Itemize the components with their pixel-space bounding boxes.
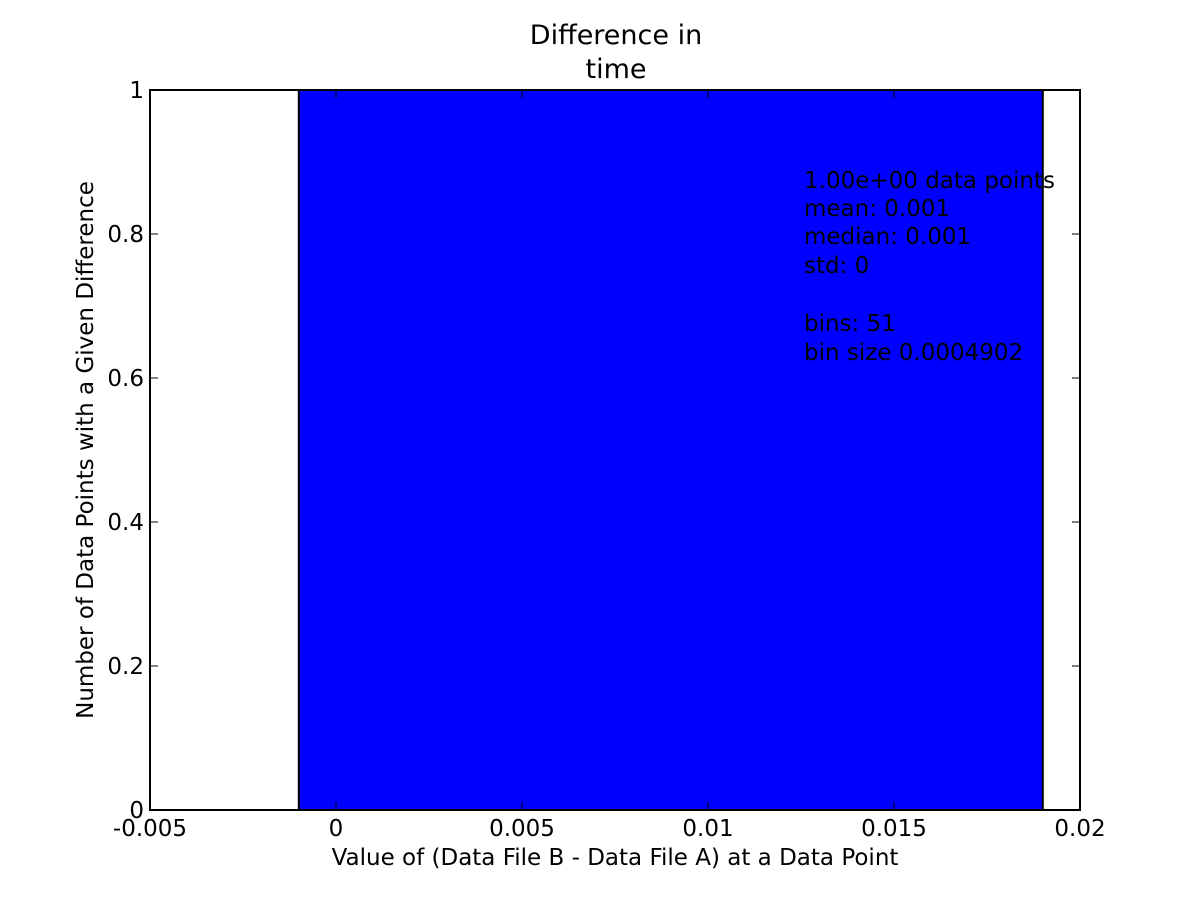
histogram-bars <box>297 89 1044 811</box>
x-tick-label-5: 0.02 <box>1054 816 1105 842</box>
chart-title-line-2: time <box>585 54 646 85</box>
y-tick-label-3: 0.6 <box>107 366 144 392</box>
histogram-bar-0 <box>297 89 1044 811</box>
y-tick-label-1: 0.2 <box>107 654 144 680</box>
x-tick-label-1: 0 <box>329 816 344 842</box>
annotation-line-median: median: 0.001 <box>804 224 971 250</box>
plot-area-frame <box>149 89 1081 811</box>
annotation-line-bin-size: bin size 0.0004902 <box>804 340 1023 366</box>
chart-title-line-1: Difference in <box>530 20 702 51</box>
x-axis-ticks: -0.005 0 0.005 0.01 0.015 0.02 <box>113 90 1106 842</box>
x-axis-label: Value of (Data File B - Data File A) at … <box>332 845 899 871</box>
y-tick-label-4: 0.8 <box>107 222 144 248</box>
x-tick-label-3: 0.01 <box>682 816 733 842</box>
y-axis-label: Number of Data Points with a Given Diffe… <box>73 181 99 719</box>
stats-annotation: 1.00e+00 data points mean: 0.001 median:… <box>804 168 1055 366</box>
y-tick-label-5: 1 <box>129 78 144 104</box>
x-tick-label-2: 0.005 <box>489 816 555 842</box>
y-tick-label-0: 0 <box>129 798 144 824</box>
annotation-line-std: std: 0 <box>804 253 869 279</box>
annotation-line-count: 1.00e+00 data points <box>804 168 1055 194</box>
annotation-line-mean: mean: 0.001 <box>804 196 950 222</box>
x-tick-label-0: -0.005 <box>113 816 187 842</box>
y-tick-label-2: 0.4 <box>107 510 144 536</box>
x-tick-label-4: 0.015 <box>861 816 927 842</box>
y-axis-ticks: 0 0.2 0.4 0.6 0.8 1 <box>107 78 1080 824</box>
annotation-line-bins: bins: 51 <box>804 311 896 337</box>
